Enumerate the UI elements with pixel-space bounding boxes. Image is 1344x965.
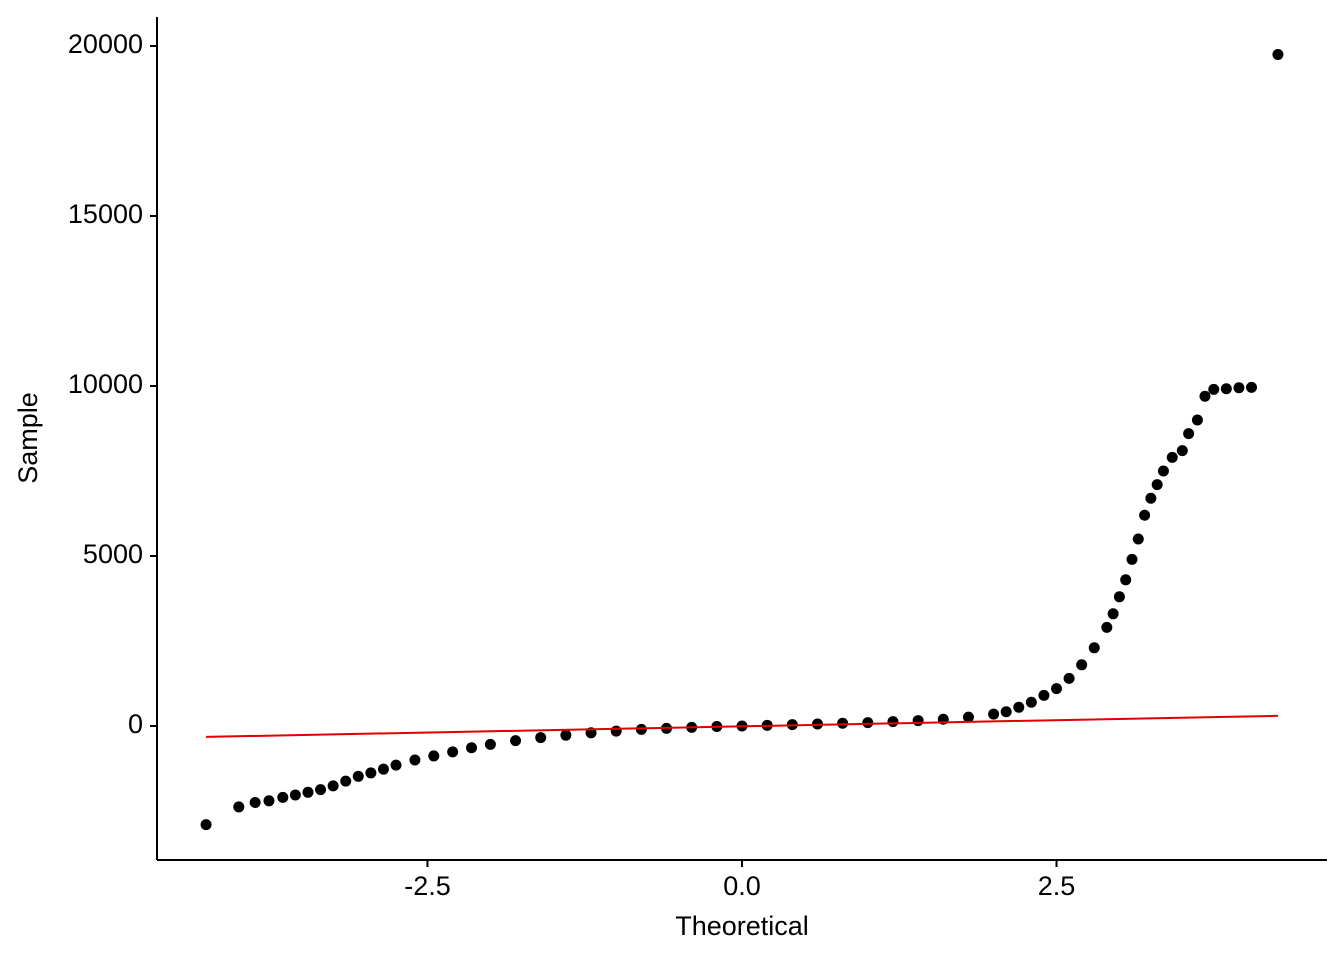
point [1157,465,1169,477]
point [365,767,377,779]
y-tick-label: 15000 [68,199,143,229]
point [377,763,389,775]
point [1272,49,1284,61]
point [327,780,339,792]
y-tick-label: 10000 [68,369,143,399]
point [277,791,289,803]
point [1051,683,1063,695]
point [1199,390,1211,402]
point [302,786,314,798]
point [887,716,899,728]
point [484,738,496,750]
point [1101,621,1113,633]
point [1151,479,1163,491]
point [1120,574,1132,586]
point [315,784,327,796]
point [447,746,459,758]
point [466,742,478,754]
x-tick-label: -2.5 [404,871,451,901]
point [1107,608,1119,620]
point [263,795,275,807]
point [1183,428,1195,440]
point [249,797,261,809]
point [535,732,547,744]
point [635,723,647,735]
point [1220,383,1232,395]
point [988,708,1000,720]
x-tick-label: 0.0 [723,871,761,901]
point [1088,642,1100,654]
point [352,770,364,782]
point [962,711,974,723]
point [510,735,522,747]
point [1076,659,1088,671]
y-axis-label: Sample [13,392,43,484]
point [1113,591,1125,603]
point [1013,701,1025,713]
point [862,717,874,729]
point [1126,553,1138,565]
point [1038,689,1050,701]
point [1191,414,1203,426]
y-tick-label: 20000 [68,29,143,59]
point [1063,672,1075,684]
point [1208,383,1220,395]
point [1176,445,1188,457]
point [428,750,440,762]
point [1025,696,1037,708]
point [610,725,622,737]
x-axis-label: Theoretical [675,911,809,941]
point [1166,451,1178,463]
point [1132,533,1144,545]
point [390,759,402,771]
point [289,789,301,801]
point [340,775,352,787]
point [233,801,245,813]
y-tick-label: 5000 [83,539,143,569]
point [837,717,849,729]
x-tick-label: 2.5 [1038,871,1076,901]
point [1145,492,1157,504]
point [1139,509,1151,521]
point [1233,382,1245,394]
point [560,729,572,741]
point [912,715,924,727]
point [409,754,421,766]
point [200,819,212,831]
reference-line [206,714,1278,738]
point [1000,706,1012,718]
point [1246,381,1258,393]
y-tick-label: 0 [128,709,143,739]
